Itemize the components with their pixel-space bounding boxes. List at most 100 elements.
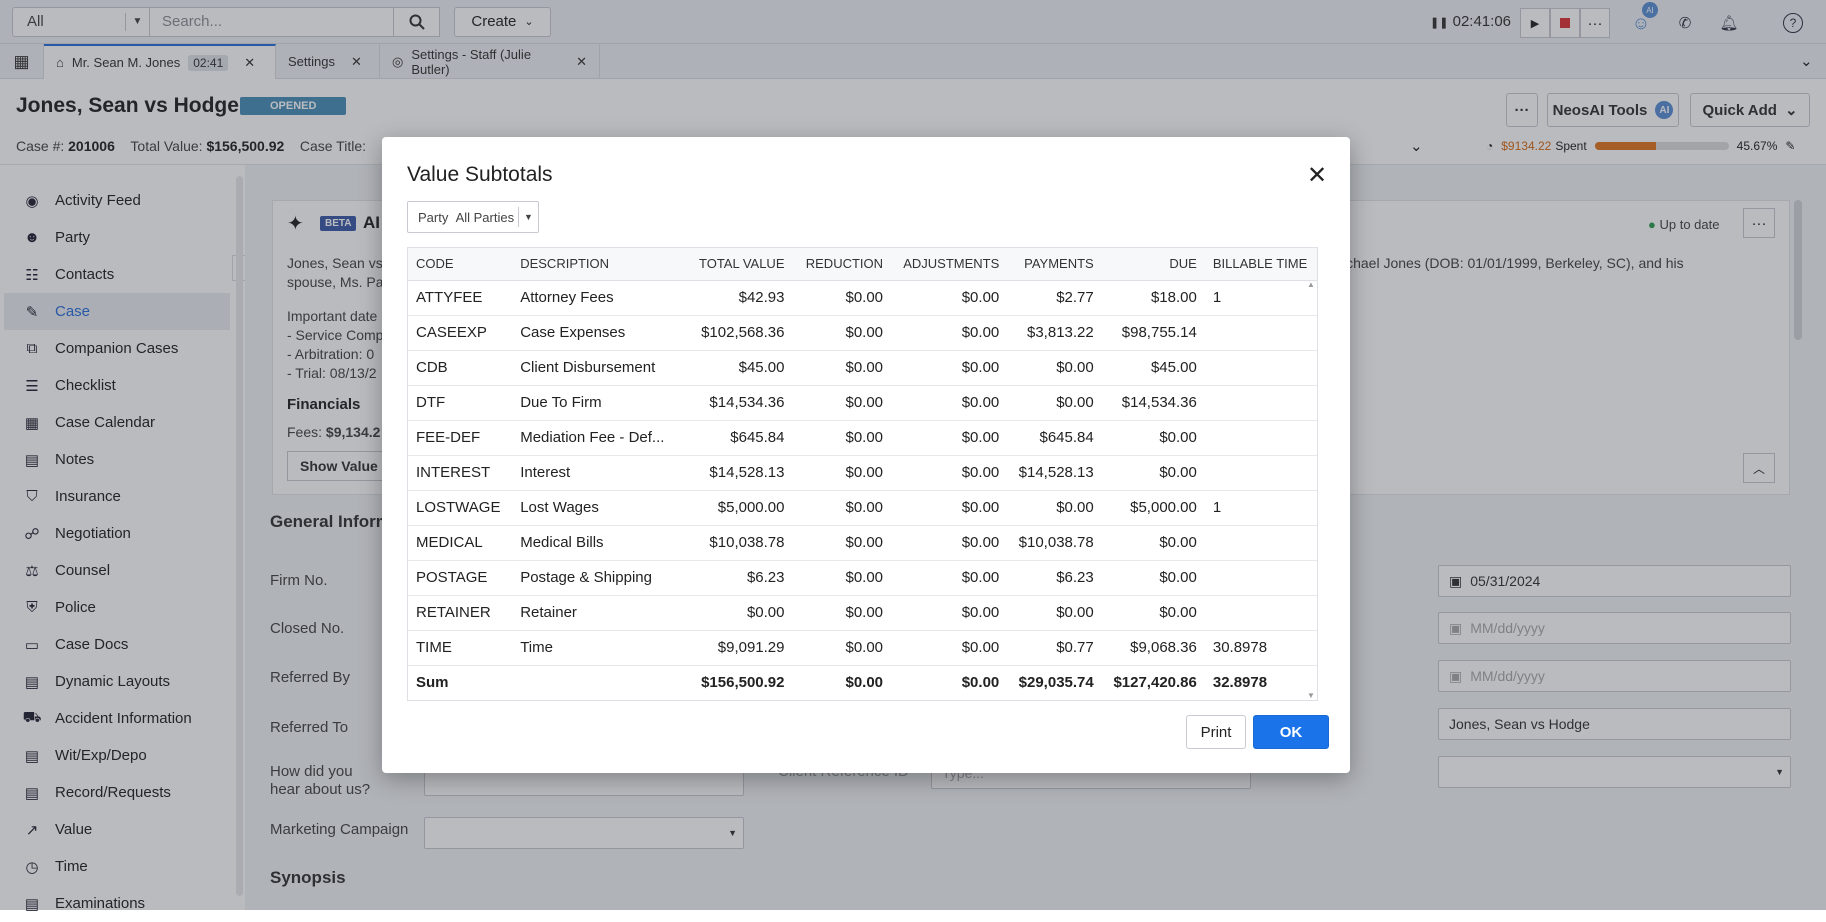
quick-add-button[interactable]: Quick Add ⌄ [1690, 93, 1810, 127]
scroll-up-icon: ▲ [1307, 280, 1315, 289]
phone-button[interactable]: ✆ [1672, 10, 1698, 36]
help-button[interactable]: ? [1780, 10, 1806, 36]
table-row[interactable]: ATTYFEE Attorney Fees $42.93 $0.00 $0.00 $2.7… [408, 280, 1317, 316]
sidebar-item-icon: ▤ [24, 784, 40, 802]
ai-assistant-button[interactable]: ☺ AI [1628, 2, 1658, 36]
ok-button[interactable]: OK [1253, 715, 1329, 749]
sum-row[interactable]: Sum $156,500.92 $0.00 $0.00 $29,035.74 $127,4… [408, 665, 1317, 700]
edit-icon[interactable]: ✎ [1785, 139, 1796, 153]
sidebar-item-record-requests[interactable]: ▤ Record/Requests [4, 774, 230, 811]
sidebar-item-case-calendar[interactable]: ▦ Case Calendar [4, 404, 230, 441]
sidebar-item-value[interactable]: ↗ Value [4, 811, 230, 848]
table-cell: MEDICAL [408, 525, 513, 561]
stop-button[interactable] [1550, 8, 1580, 38]
date-field-1[interactable]: ▣ 05/31/2024 [1438, 565, 1791, 597]
table-row[interactable]: INTEREST Interest $14,528.13 $0.00 $0.00 $14,… [408, 455, 1317, 491]
table-row[interactable]: TIME Time $9,091.29 $0.00 $0.00 $0.77 $9,068.3… [408, 630, 1317, 666]
sidebar-item-label: Case [55, 303, 91, 320]
sidebar-item-contacts[interactable]: ☷ Contacts [4, 256, 230, 293]
column-header[interactable]: DESCRIPTION [512, 248, 679, 281]
sidebar-item-insurance[interactable]: ⛉ Insurance [4, 478, 230, 515]
neosai-tools-button[interactable]: NeosAI Tools AI [1547, 93, 1679, 127]
tab-settings[interactable]: Settings ✕ [276, 44, 380, 79]
table-row[interactable]: MEDICAL Medical Bills $10,038.78 $0.00 $0.00… [408, 525, 1317, 561]
sidebar-item-time[interactable]: ◷ Time [4, 848, 230, 885]
table-row[interactable]: FEE-DEF Mediation Fee - Def... $645.84 $0.0… [408, 420, 1317, 456]
sidebar-item-dynamic-layouts[interactable]: ▤ Dynamic Layouts [4, 663, 230, 700]
date-field-3[interactable]: ▣ MM/dd/yyyy [1438, 660, 1791, 692]
date-field-2[interactable]: ▣ MM/dd/yyyy [1438, 612, 1791, 644]
table-row[interactable]: DTF Due To Firm $14,534.36 $0.00 $0.00 $0.00 $… [408, 385, 1317, 421]
sidebar-item-negotiation[interactable]: ☍ Negotiation [4, 515, 230, 552]
print-button[interactable]: Print [1186, 715, 1246, 749]
table-cell: ATTYFEE [408, 280, 513, 316]
search-button[interactable] [394, 6, 440, 37]
play-button[interactable]: ▶ [1520, 8, 1550, 38]
search-input[interactable]: Search... [150, 6, 394, 37]
table-cell: Medical Bills [512, 525, 679, 561]
tab-case-sean-jones[interactable]: ⌂ Mr. Sean M. Jones 02:41 ✕ [44, 44, 276, 79]
table-row[interactable]: CDB Client Disbursement $45.00 $0.00 $0.00 $0… [408, 350, 1317, 386]
sidebar-item-notes[interactable]: ▤ Notes [4, 441, 230, 478]
more-button[interactable]: ··· [1580, 8, 1610, 38]
case-title-input[interactable]: Jones, Sean vs Hodge [1438, 708, 1791, 740]
search-scope-select[interactable]: All ▼ [12, 6, 150, 37]
sidebar-item-accident-information[interactable]: ⛟ Accident Information [4, 700, 230, 737]
table-cell: $0.00 [792, 490, 892, 526]
column-header[interactable]: TOTAL VALUE [678, 248, 793, 281]
table-row[interactable]: CASEEXP Case Expenses $102,568.36 $0.00 $0.0… [408, 315, 1317, 351]
column-header[interactable]: PAYMENTS [1007, 248, 1102, 281]
sidebar-item-case[interactable]: ✎ Case [4, 293, 230, 330]
tab-settings-staff[interactable]: ◎ Settings - Staff (Julie Butler) ✕ [380, 44, 600, 79]
table-scrollbar[interactable]: ▲ ▼ [1305, 280, 1317, 700]
sidebar-item-label: Value [55, 821, 93, 838]
collapse-card-button[interactable]: ︿ [1743, 453, 1775, 483]
sidebar-item-label: Wit/Exp/Depo [55, 747, 147, 764]
select-field[interactable]: ▼ [1438, 756, 1791, 788]
play-icon: ▶ [1530, 17, 1540, 30]
close-icon[interactable]: ✕ [244, 54, 256, 70]
apps-grid-button[interactable]: ▦ [0, 44, 44, 79]
table-cell: $9,068.36 [1101, 630, 1205, 666]
sidebar-item-activity-feed[interactable]: ◉ Activity Feed [4, 182, 230, 219]
sidebar-item-police[interactable]: ⛨ Police [4, 589, 230, 626]
close-icon[interactable]: ✕ [576, 53, 587, 69]
sidebar-item-case-docs[interactable]: ▭ Case Docs [4, 626, 230, 663]
column-header[interactable]: ADJUSTMENTS [891, 248, 1008, 281]
notifications-button[interactable]: 🔔︎ [1716, 10, 1742, 36]
sidebar-item-examinations[interactable]: ▤ Examinations [4, 885, 230, 922]
table-cell: $156,500.92 [678, 665, 793, 700]
create-button[interactable]: Create ⌄ [454, 6, 551, 37]
table-cell: $10,038.78 [678, 525, 793, 561]
sidebar-item-counsel[interactable]: ⚖ Counsel [4, 552, 230, 589]
table-cell: $0.00 [891, 595, 1008, 631]
chevron-down-icon[interactable]: ⌄ [1800, 53, 1813, 70]
table-row[interactable]: POSTAGE Postage & Shipping $6.23 $0.00 $0.00… [408, 560, 1317, 596]
card-more-button[interactable]: ··· [1743, 208, 1775, 238]
column-header[interactable]: REDUCTION [792, 248, 892, 281]
sidebar-item-label: Counsel [55, 562, 111, 579]
spent-percent: 45.67% [1736, 139, 1778, 153]
sidebar-scrollbar[interactable] [236, 176, 243, 896]
table-cell: $29,035.74 [1007, 665, 1102, 700]
sidebar-item-companion-cases[interactable]: ⧉ Companion Cases [4, 330, 230, 367]
sidebar-item-checklist[interactable]: ☰ Checklist [4, 367, 230, 404]
close-icon[interactable]: ✕ [350, 53, 362, 69]
close-button[interactable]: ✕ [1307, 161, 1327, 190]
service-date-line: - Service Comp [287, 327, 384, 343]
sidebar-item-party[interactable]: ☻ Party [4, 219, 230, 256]
column-header[interactable]: BILLABLE TIME [1204, 248, 1317, 281]
marketing-select[interactable]: ▼ [424, 817, 744, 849]
sidebar-item-icon: ⚖ [25, 562, 39, 580]
sidebar-item-wit-exp-depo[interactable]: ▤ Wit/Exp/Depo [4, 737, 230, 774]
table-row[interactable]: RETAINER Retainer $0.00 $0.00 $0.00 $0.00 $0.0… [408, 595, 1317, 631]
header-more-button[interactable]: ··· [1506, 93, 1538, 127]
chevron-down-icon[interactable]: ⌄ [1410, 138, 1423, 155]
table-row[interactable]: LOSTWAGE Lost Wages $5,000.00 $0.00 $0.00 $0.… [408, 490, 1317, 526]
ai-badge: AI [1642, 2, 1658, 18]
column-header[interactable]: DUE [1101, 248, 1205, 281]
pause-icon[interactable]: ❚❚ [1430, 17, 1449, 29]
main-scrollbar[interactable] [1794, 200, 1802, 340]
column-header[interactable]: CODE [408, 248, 513, 281]
party-filter-select[interactable]: Party All Parties ▼ [407, 201, 539, 233]
